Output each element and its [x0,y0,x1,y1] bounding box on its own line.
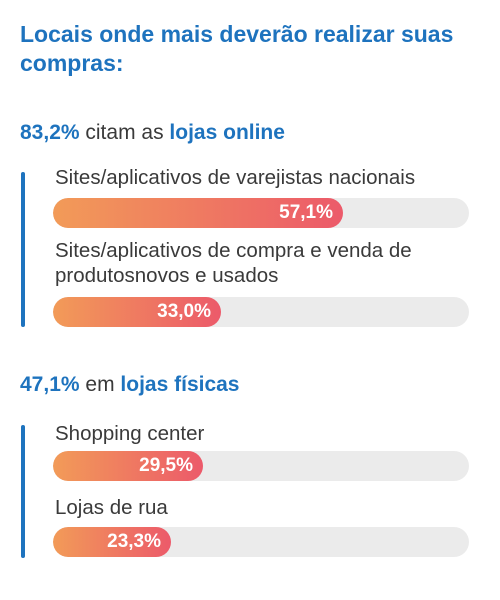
bar-label-2: Shopping center [55,422,205,445]
bar-value-label-3: 23,3% [107,531,161,552]
section-online-divider [21,172,25,327]
bar-1: 33,0% [53,297,221,327]
bar-3: 23,3% [53,527,171,557]
bar-label-0: Sites/aplicativos de varejistas nacionai… [55,166,416,189]
section-physical-divider [21,425,25,558]
section-online-text: citam as [85,121,164,144]
section-physical-heading: 47,1% em lojas físicas [20,372,240,398]
section-physical-place: lojas físicas [120,373,240,396]
section-physical-percent: 47,1% [20,373,80,396]
bar-2: 29,5% [53,451,203,481]
bar-label-1: Sites/aplicativos de compra e venda de p… [55,239,412,287]
bar-value-label-2: 29,5% [139,455,193,476]
bar-track-0: 57,1% [53,198,469,228]
bar-0: 57,1% [53,198,343,228]
bar-track-2: 29,5% [53,451,469,481]
bar-track-1: 33,0% [53,297,469,327]
section-online-heading: 83,2% citam as lojas online [20,120,285,146]
section-online-place: lojas online [169,121,285,144]
bar-value-label-1: 33,0% [157,301,211,322]
bar-track-3: 23,3% [53,527,469,557]
bar-value-label-0: 57,1% [279,202,333,223]
bar-label-3: Lojas de rua [55,496,168,519]
chart-title: Locais onde mais deverão realizar suas c… [20,21,454,76]
section-physical-text: em [85,373,115,396]
section-online-percent: 83,2% [20,121,80,144]
